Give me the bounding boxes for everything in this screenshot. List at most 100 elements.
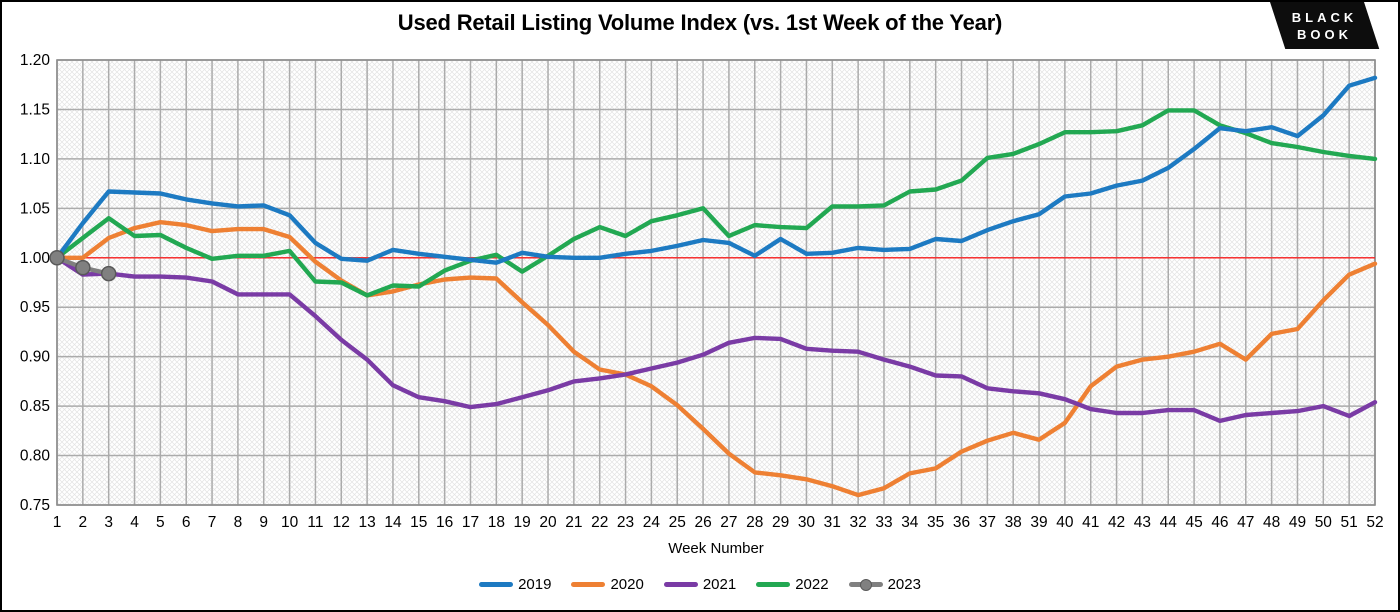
svg-text:44: 44: [1160, 514, 1178, 531]
svg-text:26: 26: [694, 514, 711, 531]
x-axis-labels: 1 2 3 4 5 6 7 8 9 10 11 12 13 14 15 16 17 18 19 20 21 22 23 24 2…: [53, 514, 1384, 531]
svg-text:6: 6: [182, 514, 191, 531]
series-2021-line: [54, 255, 1378, 424]
series-2022: [54, 108, 1378, 298]
svg-text:47: 47: [1237, 514, 1254, 531]
svg-text:1: 1: [53, 514, 62, 531]
svg-text:8: 8: [234, 514, 243, 531]
series-2020-line: [54, 219, 1378, 498]
svg-text:0.80: 0.80: [20, 448, 51, 465]
svg-text:16: 16: [436, 514, 453, 531]
svg-text:34: 34: [901, 514, 919, 531]
svg-text:43: 43: [1134, 514, 1151, 531]
legend-label-2023: 2023: [887, 576, 921, 593]
svg-text:46: 46: [1211, 514, 1228, 531]
svg-text:1.15: 1.15: [20, 101, 50, 118]
svg-text:48: 48: [1263, 514, 1280, 531]
svg-text:1.10: 1.10: [20, 151, 51, 168]
series-2022-line: [54, 108, 1378, 298]
y-axis-labels: 0.75 0.80 0.85 0.90 0.95 1.00 1.05 1.10 1.15 1.20: [20, 52, 51, 514]
svg-text:1.00: 1.00: [20, 250, 51, 267]
svg-text:9: 9: [259, 514, 268, 531]
legend-item-2023: 2023: [848, 576, 921, 593]
legend-label-2021: 2021: [702, 576, 737, 593]
series-2019-line: [54, 75, 1378, 265]
svg-text:39: 39: [1030, 514, 1047, 531]
svg-text:52: 52: [1366, 514, 1383, 531]
svg-text:0.75: 0.75: [20, 497, 50, 514]
legend-swatch-2019: [479, 582, 514, 587]
svg-text:36: 36: [953, 514, 970, 531]
legend-label-2019: 2019: [518, 576, 552, 593]
svg-text:35: 35: [927, 514, 944, 531]
svg-text:40: 40: [1056, 514, 1074, 531]
svg-text:29: 29: [772, 514, 789, 531]
legend-swatch-2020: [571, 582, 606, 587]
svg-text:0.90: 0.90: [20, 349, 51, 366]
legend: 2019 2020 2021 2022 2023: [2, 576, 1398, 593]
svg-text:14: 14: [384, 514, 402, 531]
legend-swatch-2022: [756, 582, 791, 587]
legend-item-2020: 2020: [571, 576, 644, 593]
legend-label-2020: 2020: [610, 576, 644, 593]
svg-text:20: 20: [539, 514, 557, 531]
svg-text:12: 12: [333, 514, 350, 531]
svg-text:32: 32: [850, 514, 867, 531]
legend-swatch-2023: [848, 578, 883, 591]
series-2021: [54, 255, 1378, 424]
legend-item-2021: 2021: [663, 576, 737, 593]
svg-text:19: 19: [514, 514, 531, 531]
plot-background: [57, 60, 1375, 505]
svg-text:0.85: 0.85: [20, 398, 50, 415]
svg-text:21: 21: [565, 514, 582, 531]
svg-text:13: 13: [358, 514, 375, 531]
svg-text:50: 50: [1315, 514, 1333, 531]
svg-text:33: 33: [875, 514, 892, 531]
svg-text:17: 17: [462, 514, 479, 531]
legend-label-2022: 2022: [795, 576, 829, 593]
svg-text:2: 2: [79, 514, 88, 531]
svg-text:24: 24: [643, 514, 661, 531]
svg-text:18: 18: [488, 514, 505, 531]
svg-text:0.95: 0.95: [20, 299, 50, 316]
svg-text:1.20: 1.20: [20, 52, 51, 69]
svg-text:10: 10: [281, 514, 299, 531]
series-2020: [54, 219, 1378, 498]
x-axis-title: Week Number: [668, 540, 764, 557]
svg-text:31: 31: [824, 514, 841, 531]
svg-text:7: 7: [208, 514, 217, 531]
series-2023-point: [49, 250, 65, 266]
svg-text:49: 49: [1289, 514, 1306, 531]
svg-text:4: 4: [130, 514, 139, 531]
legend-swatch-2021: [663, 582, 698, 587]
svg-text:30: 30: [798, 514, 816, 531]
chart-area: 0.75 0.80 0.85 0.90 0.95 1.00 1.05 1.10 1.15 1.20…: [2, 2, 1398, 577]
svg-text:37: 37: [979, 514, 996, 531]
svg-text:38: 38: [1005, 514, 1022, 531]
legend-marker-2023: [859, 578, 872, 591]
svg-text:5: 5: [156, 514, 165, 531]
svg-text:3: 3: [104, 514, 113, 531]
legend-item-2022: 2022: [756, 576, 829, 593]
series-2023-point: [75, 259, 91, 276]
svg-text:41: 41: [1082, 514, 1099, 531]
svg-text:51: 51: [1341, 514, 1358, 531]
legend-item-2019: 2019: [479, 576, 551, 593]
svg-text:28: 28: [746, 514, 763, 531]
series-2023: [49, 250, 117, 282]
plot-border: [56, 59, 1376, 506]
svg-text:15: 15: [410, 514, 427, 531]
svg-text:1.05: 1.05: [20, 200, 50, 217]
svg-text:22: 22: [591, 514, 608, 531]
line-chart: 0.75 0.80 0.85 0.90 0.95 1.00 1.05 1.10 1.15 1.20…: [20, 52, 1384, 557]
series-2019: [54, 75, 1378, 265]
svg-text:27: 27: [720, 514, 737, 531]
svg-text:45: 45: [1185, 514, 1202, 531]
svg-text:42: 42: [1108, 514, 1125, 531]
svg-text:23: 23: [617, 514, 634, 531]
svg-text:11: 11: [307, 514, 323, 531]
svg-text:25: 25: [669, 514, 686, 531]
series-2023-point: [100, 265, 117, 282]
chart-title: Used Retail Listing Volume Index (vs. 1s…: [397, 10, 1003, 35]
